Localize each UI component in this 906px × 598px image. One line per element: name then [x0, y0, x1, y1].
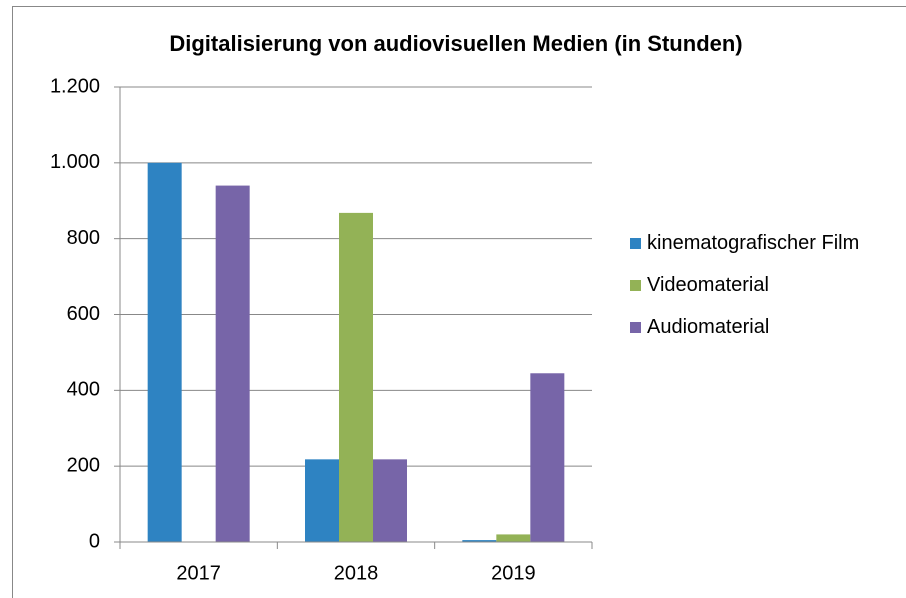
y-tick-label: 200 [67, 454, 100, 476]
bar [530, 373, 565, 542]
chart-border [12, 6, 906, 598]
legend: kinematografischer Film Videomaterial Audi… [630, 230, 870, 356]
y-tick-label: 1.200 [50, 75, 100, 97]
y-tick-label: 1.000 [50, 151, 100, 173]
legend-item: Videomaterial [630, 272, 870, 298]
x-tick-label: 2019 [491, 562, 536, 584]
x-tick-label: 2017 [176, 562, 221, 584]
legend-label: Videomaterial [647, 274, 769, 296]
bar [496, 534, 531, 542]
legend-item: kinematografischer Film [630, 230, 870, 256]
y-tick-label: 0 [89, 530, 100, 552]
bar [215, 185, 250, 543]
legend-label: Audiomaterial [647, 316, 770, 338]
bar [147, 162, 182, 543]
chart-title: Digitalisierung von audiovisuellen Medie… [169, 31, 742, 56]
legend-swatch [630, 322, 641, 333]
legend-swatch [630, 280, 641, 291]
legend-swatch [630, 238, 641, 249]
y-tick-label: 400 [67, 379, 100, 401]
y-tick-label: 800 [67, 227, 100, 249]
legend-label: kinematografischer Film [647, 232, 860, 254]
legend-item: Audiomaterial [630, 314, 870, 340]
bar [462, 540, 497, 542]
bar [339, 212, 373, 542]
y-tick-label: 600 [67, 303, 100, 325]
bar [305, 459, 339, 542]
bar [373, 459, 407, 542]
x-tick-label: 2018 [334, 562, 379, 584]
